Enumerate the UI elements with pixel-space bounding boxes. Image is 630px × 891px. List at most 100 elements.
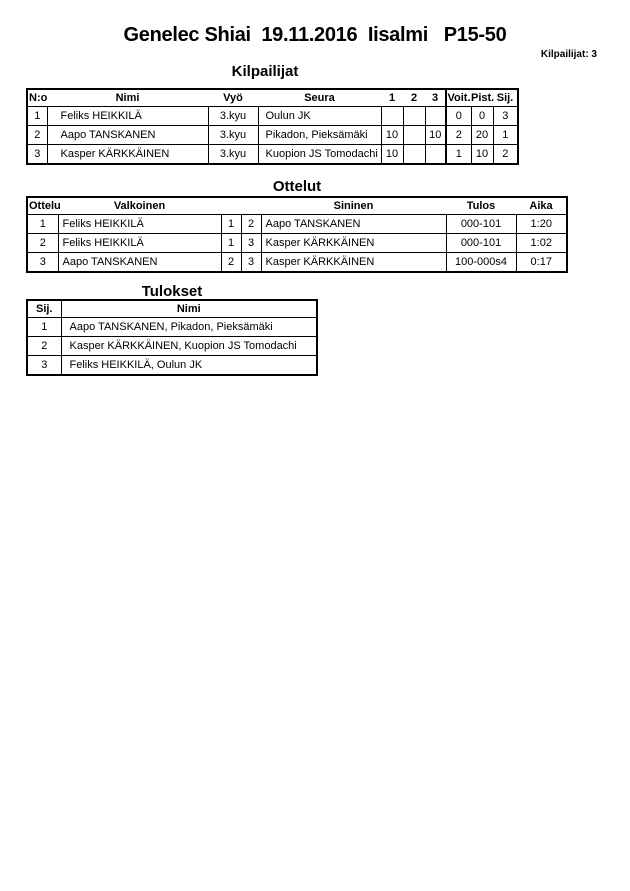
- match-time: 1:02: [515, 233, 566, 253]
- round3-score: 10: [424, 125, 447, 145]
- competitor-row: 2 Aapo TANSKANEN 3.kyu Pikadon, Pieksämä…: [28, 125, 517, 145]
- col-header-place: Sij.: [28, 301, 62, 318]
- col-header-name: Nimi: [61, 301, 316, 318]
- section-title-competitors: Kilpailijat: [231, 63, 299, 80]
- results-table-grid: Sij. Nimi 1 Aapo TANSKANEN, Pikadon, Pie…: [28, 301, 316, 374]
- match-row: 2 Feliks HEIKKILÄ 1 3 Kasper KÄRKKÄINEN …: [28, 233, 566, 253]
- page-title: Genelec Shiai 19.11.2016 Iisalmi P15-50: [123, 24, 507, 46]
- competitor-row: 1 Feliks HEIKKILÄ 3.kyu Oulun JK 0 0 3: [28, 106, 517, 126]
- match-result: 000-101: [445, 214, 517, 234]
- col-header-round1: 1: [381, 90, 403, 107]
- competitor-club: Oulun JK: [257, 106, 382, 126]
- competitor-points: 0: [470, 106, 494, 126]
- col-header-belt: Vyö: [208, 90, 258, 107]
- round3-score: [424, 106, 447, 126]
- result-place: 2: [28, 336, 62, 356]
- competitors-table: N:o Nimi Vyö Seura 1 2 3 Voit. Pist. Sij…: [26, 88, 519, 165]
- matches-table-grid: Ottelu Valkoinen Sininen Tulos Aika 1 Fe…: [28, 198, 566, 271]
- match-no: 2: [28, 233, 59, 253]
- blue-competitor: Kasper KÄRKKÄINEN: [260, 252, 447, 271]
- white-competitor-no: 1: [220, 233, 242, 253]
- result-place: 3: [28, 355, 62, 374]
- competitor-belt: 3.kyu: [207, 106, 259, 126]
- blue-competitor: Aapo TANSKANEN: [260, 214, 447, 234]
- match-time: 0:17: [515, 252, 566, 271]
- result-row: 1 Aapo TANSKANEN, Pikadon, Pieksämäki: [28, 317, 316, 337]
- col-header-name: Nimi: [47, 90, 208, 107]
- competitors-table-grid: N:o Nimi Vyö Seura 1 2 3 Voit. Pist. Sij…: [28, 90, 517, 163]
- result-row: 2 Kasper KÄRKKÄINEN, Kuopion JS Tomodach…: [28, 336, 316, 356]
- competitor-no: 2: [28, 125, 48, 145]
- col-header-place: Sij.: [493, 90, 517, 107]
- blue-competitor-no: 3: [240, 252, 262, 271]
- col-header-white-no: [221, 198, 241, 215]
- col-header-points: Pist.: [471, 90, 494, 107]
- col-header-no: N:o: [28, 90, 47, 107]
- competitor-no: 3: [28, 144, 48, 163]
- col-header-white: Valkoinen: [58, 198, 221, 215]
- match-row: 3 Aapo TANSKANEN 2 3 Kasper KÄRKKÄINEN 1…: [28, 252, 566, 271]
- match-result: 000-101: [445, 233, 517, 253]
- white-competitor: Aapo TANSKANEN: [57, 252, 222, 271]
- col-header-club: Seura: [258, 90, 381, 107]
- match-row: 1 Feliks HEIKKILÄ 1 2 Aapo TANSKANEN 000…: [28, 214, 566, 234]
- round3-score: [424, 144, 447, 163]
- round1-score: [380, 106, 404, 126]
- competitor-points: 20: [470, 125, 494, 145]
- competitor-wins: 1: [445, 144, 472, 163]
- competitor-belt: 3.kyu: [207, 144, 259, 163]
- col-header-blue: Sininen: [261, 198, 446, 215]
- results-table: Sij. Nimi 1 Aapo TANSKANEN, Pikadon, Pie…: [26, 299, 318, 376]
- competitor-name: Aapo TANSKANEN: [46, 125, 209, 145]
- section-title-results: Tulokset: [141, 283, 203, 300]
- competitor-count-label: Kilpailijat: 3: [540, 49, 597, 60]
- round2-score: [402, 106, 426, 126]
- col-header-round3: 3: [425, 90, 446, 107]
- section-title-matches: Ottelut: [272, 178, 322, 195]
- col-header-wins: Voit.: [445, 90, 471, 107]
- competitor-place: 1: [492, 125, 517, 145]
- blue-competitor-no: 3: [240, 233, 262, 253]
- matches-header-row: Ottelu Valkoinen Sininen Tulos Aika: [28, 198, 566, 215]
- competitor-points: 10: [470, 144, 494, 163]
- col-header-result: Tulos: [446, 198, 516, 215]
- result-name: Feliks HEIKKILÄ, Oulun JK: [60, 355, 316, 374]
- col-header-round2: 2: [403, 90, 425, 107]
- white-competitor-no: 2: [220, 252, 242, 271]
- competitor-name: Feliks HEIKKILÄ: [46, 106, 209, 126]
- match-result: 100-000s4: [445, 252, 517, 271]
- competitor-wins: 0: [445, 106, 472, 126]
- competitor-row: 3 Kasper KÄRKKÄINEN 3.kyu Kuopion JS Tom…: [28, 144, 517, 163]
- round1-score: 10: [380, 125, 404, 145]
- competitor-place: 3: [492, 106, 517, 126]
- col-header-blue-no: [241, 198, 261, 215]
- match-no: 1: [28, 214, 59, 234]
- white-competitor: Feliks HEIKKILÄ: [57, 233, 222, 253]
- blue-competitor: Kasper KÄRKKÄINEN: [260, 233, 447, 253]
- result-place: 1: [28, 317, 62, 337]
- round2-score: [402, 125, 426, 145]
- col-header-time: Aika: [516, 198, 566, 215]
- competitor-name: Kasper KÄRKKÄINEN: [46, 144, 209, 163]
- competitor-belt: 3.kyu: [207, 125, 259, 145]
- competitor-no: 1: [28, 106, 48, 126]
- white-competitor-no: 1: [220, 214, 242, 234]
- result-name: Aapo TANSKANEN, Pikadon, Pieksämäki: [60, 317, 316, 337]
- competitor-club: Pikadon, Pieksämäki: [257, 125, 382, 145]
- round2-score: [402, 144, 426, 163]
- matches-table: Ottelu Valkoinen Sininen Tulos Aika 1 Fe…: [26, 196, 568, 273]
- match-time: 1:20: [515, 214, 566, 234]
- result-name: Kasper KÄRKKÄINEN, Kuopion JS Tomodachi: [60, 336, 316, 356]
- white-competitor: Feliks HEIKKILÄ: [57, 214, 222, 234]
- col-header-match: Ottelu: [28, 198, 61, 215]
- blue-competitor-no: 2: [240, 214, 262, 234]
- competitor-club: Kuopion JS Tomodachi: [257, 144, 382, 163]
- round1-score: 10: [380, 144, 404, 163]
- result-row: 3 Feliks HEIKKILÄ, Oulun JK: [28, 355, 316, 374]
- competitors-header-row: N:o Nimi Vyö Seura 1 2 3 Voit. Pist. Sij…: [28, 90, 517, 107]
- results-header-row: Sij. Nimi: [28, 301, 316, 318]
- match-no: 3: [28, 252, 59, 271]
- competitor-wins: 2: [445, 125, 472, 145]
- competitor-place: 2: [492, 144, 517, 163]
